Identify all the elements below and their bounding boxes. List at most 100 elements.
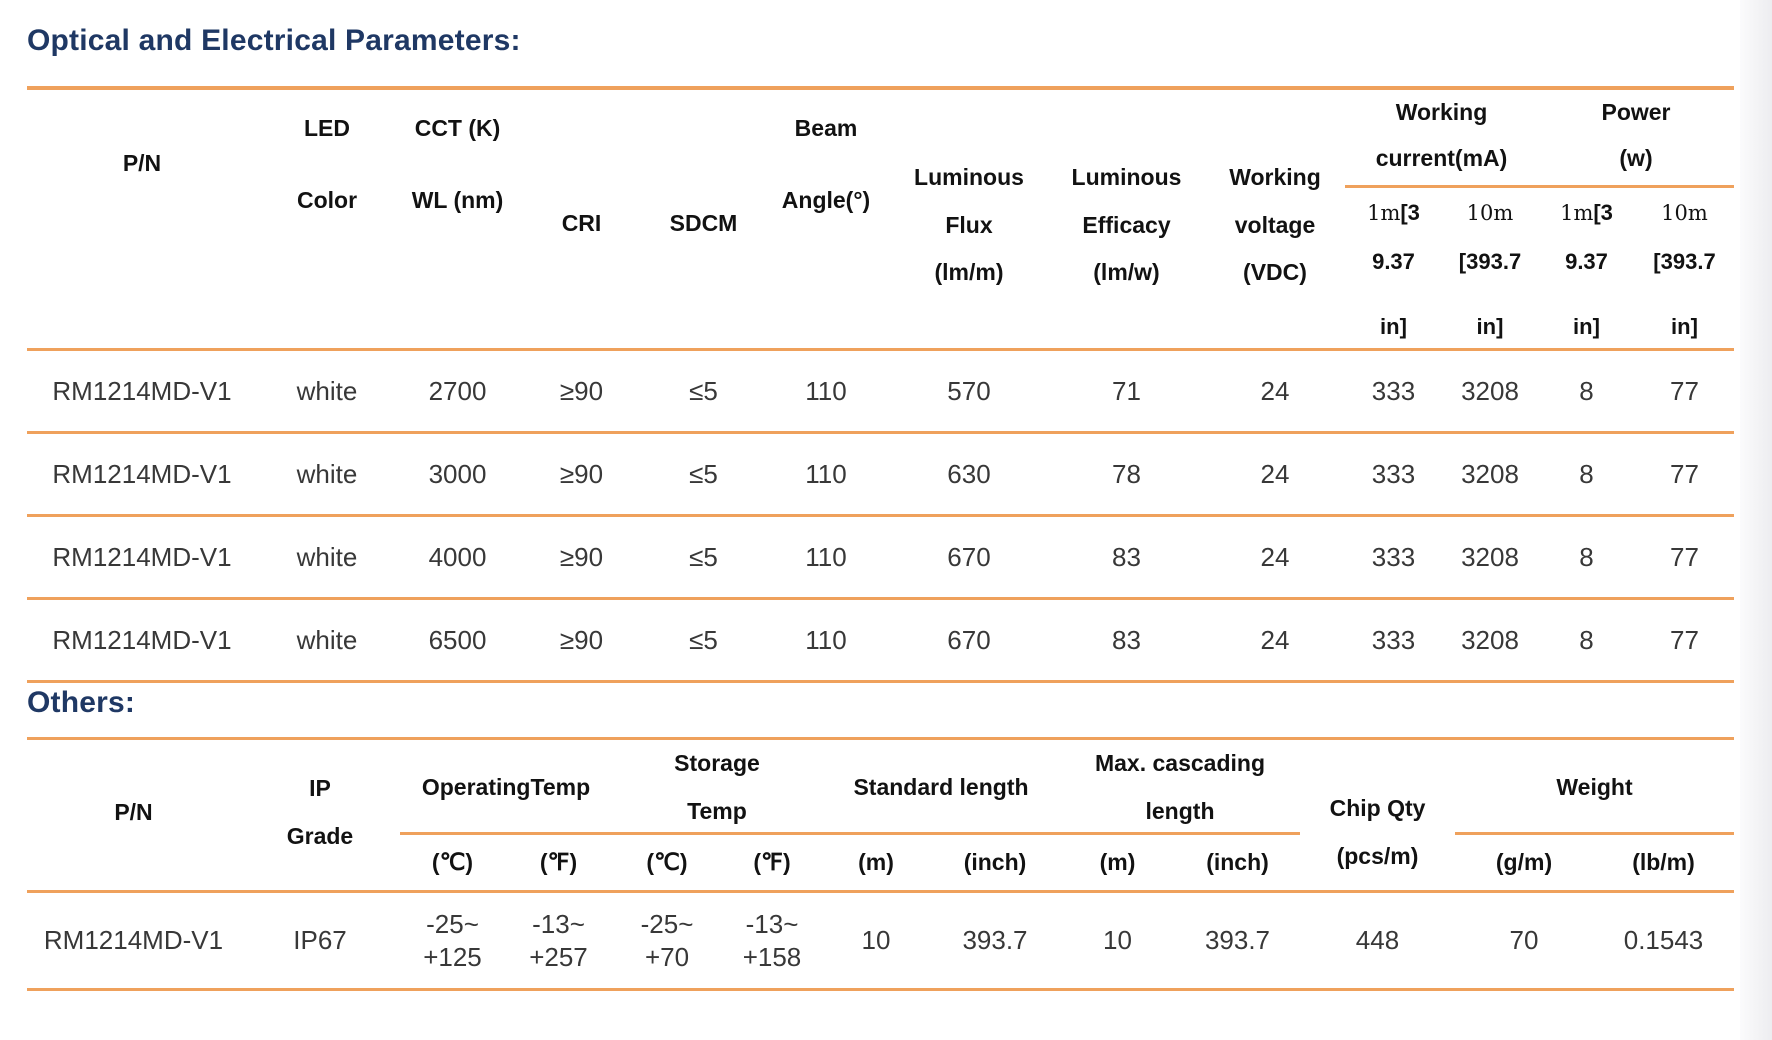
col-beam-angle-header: Beam Angle(°) [762,90,890,348]
cell-cct: 3000 [428,458,487,489]
col-weight-lb-header: (lb/m) [1593,740,1734,890]
cell-working-voltage: 24 [1260,375,1290,406]
cell-cri: ≥90 [559,458,604,489]
cell-led-color: white [296,458,358,489]
page-edge-strip [1740,0,1772,1040]
table1-row: RM1214MD-V1 white 3000 ≥90 ≤5 110 630 78… [27,431,1734,514]
cell-cri: ≥90 [559,541,604,572]
col-led-color-header: LED Color [257,90,397,348]
cell-power-10m: 77 [1670,541,1699,572]
cell-storage-c: -25~ +70 [640,908,694,972]
table2-header: P/N IP Grade (℃) (℉) (℃) (℉) [27,740,1734,893]
col-storage-f-header: (℉) [722,740,822,890]
col-cri-header: CRI [518,90,645,348]
weight-group-underline [1455,832,1734,835]
header-weight-lb: (lb/m) [1632,849,1695,875]
cell-pn: RM1214MD-V1 [52,458,232,489]
cell-luminous-flux: 670 [947,541,991,572]
cell-power-1m: 8 [1579,375,1594,406]
cell-pn: RM1214MD-V1 [52,375,232,406]
wc-10m-line1: 10m [1466,201,1514,225]
page-content: Optical and Electrical Parameters: P/N L… [27,0,1734,1040]
header-led: LED [304,115,350,141]
cell-pn: RM1214MD-V1 [52,624,232,655]
col-standard-m-header: (m) [822,740,930,890]
current-power-group-underline [1345,185,1734,188]
header-cascading-inch: (inch) [1206,849,1269,875]
col-storage-c-header: (℃) [612,740,722,890]
cell-luminous-efficacy: 78 [1112,458,1141,489]
col-standard-inch-header: (inch) [930,740,1060,890]
cell-power-1m: 8 [1579,624,1594,655]
cell-cct: 6500 [428,624,487,655]
cell-power-10m: 77 [1670,458,1699,489]
col-working-voltage-header: Working voltage (VDC) [1229,164,1321,285]
cell-beam-angle: 110 [805,375,847,406]
header-standard-length-group: Standard length [853,774,1029,800]
power-10m-line1: 10m [1661,201,1708,225]
cell-luminous-flux: 670 [947,624,991,655]
col-sdcm-header: SDCM [645,90,762,348]
cell-beam-angle: 110 [805,541,847,572]
header-standard-m: (m) [858,849,894,875]
cell-power-10m: 77 [1670,624,1699,655]
header-cascading-group-line2: length [1145,798,1215,824]
cell-weight-lb: 0.1543 [1623,925,1704,955]
header-pn: P/N [114,799,153,825]
col-cascading-inch-header: (inch) [1175,740,1300,890]
col-power-group-header: Power (w) 1m[3 9.37 in] 10m [393.7 in] [1538,90,1734,348]
header-wl: WL (nm) [411,187,504,213]
cell-sdcm: ≤5 [689,624,718,655]
cell-cascading-inch: 393.7 [1204,925,1271,955]
cell-weight-g: 70 [1509,925,1539,955]
cell-standard-m: 10 [861,925,891,955]
col-luminous-efficacy-header: Luminous Efficacy (lm/w) [1071,164,1182,285]
cell-working-current-1m: 333 [1371,541,1416,572]
cell-working-current-10m: 3208 [1461,458,1519,489]
col-operating-c-header: (℃) [400,740,505,890]
header-storage-group-line2: Temp [687,798,747,824]
cell-standard-inch: 393.7 [962,925,1028,955]
cell-pn: RM1214MD-V1 [52,541,232,572]
cell-pn: RM1214MD-V1 [43,925,224,955]
header-angle: Angle(°) [781,187,871,213]
header-weight-g: (g/m) [1495,849,1553,875]
cell-power-1m: 8 [1579,541,1594,572]
col-weight-g-header: (g/m) [1455,740,1593,890]
header-operating-temp-group: OperatingTemp [421,774,591,800]
col-pn-header: P/N [27,90,257,348]
header-sdcm: SDCM [669,210,738,236]
cell-led-color: white [296,541,358,572]
table2-row: RM1214MD-V1 IP67 -25~ +125 -13~ +257 -25… [27,893,1734,988]
section1-title: Optical and Electrical Parameters: [27,24,521,57]
header-storage-group-line1: Storage [674,750,760,776]
cell-working-current-1m: 333 [1371,624,1416,655]
header-cascading-group-line1: Max. cascading [1094,750,1266,776]
header-standard-inch: (inch) [963,849,1027,875]
cell-beam-angle: 110 [805,624,847,655]
cell-cct: 2700 [428,375,487,406]
cell-cct: 4000 [428,541,487,572]
cell-led-color: white [296,375,358,406]
cell-working-voltage: 24 [1260,541,1290,572]
col-working-current-group-header: Working current(mA) 1m[3 9.37 in] 10m [3… [1345,90,1538,348]
header-weight-group: Weight [1556,774,1633,800]
header-storage-celsius: (℃) [646,849,688,875]
col-operating-f-header: (℉) [505,740,612,890]
wc-1m-line1: 1m[3 [1367,200,1420,225]
table1-row: RM1214MD-V1 white 4000 ≥90 ≤5 110 670 83… [27,514,1734,597]
cell-power-10m: 77 [1670,375,1699,406]
cell-sdcm: ≤5 [689,458,718,489]
header-operating-fahrenheit: (℉) [539,849,578,875]
cell-beam-angle: 110 [805,458,847,489]
temps-lengths-group-underline [400,832,1300,835]
cell-luminous-flux: 570 [947,375,991,406]
cell-led-color: white [296,624,358,655]
cell-power-1m: 8 [1579,458,1594,489]
cell-working-voltage: 24 [1260,624,1290,655]
section2-title: Others: [27,686,136,719]
cell-luminous-efficacy: 83 [1112,624,1141,655]
cell-chip-qty: 448 [1355,925,1400,955]
header-operating-celsius: (℃) [431,849,474,875]
header-storage-fahrenheit: (℉) [753,849,791,875]
